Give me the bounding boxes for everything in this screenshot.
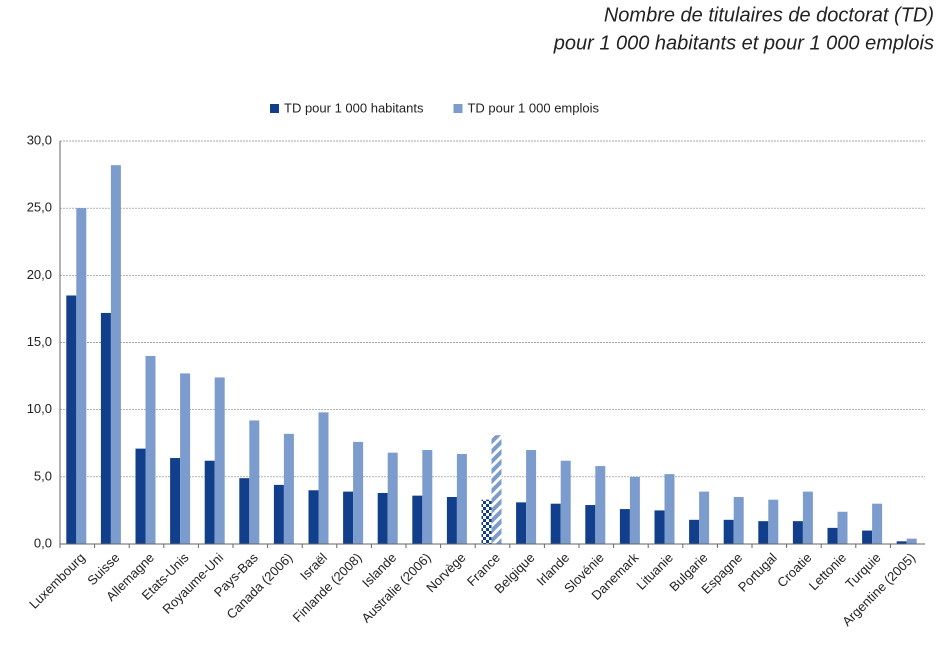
bar <box>249 420 260 544</box>
y-tick-label: 20,0 <box>27 267 52 282</box>
bar <box>733 496 744 544</box>
bar <box>768 499 779 544</box>
y-tick-label: 5,0 <box>34 468 52 483</box>
bar <box>214 377 225 544</box>
bar <box>170 458 181 544</box>
bar <box>862 530 873 544</box>
bar <box>827 527 838 544</box>
x-tick-label: Luxembourg <box>26 550 88 612</box>
bar <box>550 503 561 544</box>
bar <box>100 312 111 544</box>
x-tick-label: Portugal <box>735 550 780 595</box>
bar <box>664 474 675 544</box>
bar <box>699 491 710 544</box>
bar <box>283 433 294 544</box>
bar <box>422 449 433 544</box>
bar <box>66 295 77 544</box>
chart-title: Nombre de titulaires de doctorat (TD) <box>604 4 934 26</box>
chart-title: pour 1 000 habitants et pour 1 000 emplo… <box>553 32 934 54</box>
bar <box>629 476 640 544</box>
bar <box>387 452 398 544</box>
bar <box>491 435 502 544</box>
bar <box>110 165 121 544</box>
y-tick-label: 10,0 <box>27 401 52 416</box>
bar <box>343 491 354 544</box>
bar <box>135 448 146 544</box>
bar <box>723 519 734 544</box>
bar <box>273 484 284 544</box>
bar <box>76 208 87 544</box>
bar <box>516 502 527 544</box>
bar <box>654 510 665 544</box>
bar <box>906 538 917 544</box>
bar <box>377 492 388 544</box>
y-tick-label: 0,0 <box>34 535 52 550</box>
bar <box>560 460 571 544</box>
y-tick-label: 30,0 <box>27 132 52 147</box>
bar <box>802 491 813 544</box>
bar <box>585 505 596 544</box>
bar <box>456 453 467 544</box>
legend-swatch <box>453 104 463 113</box>
bar <box>145 355 156 544</box>
bar <box>318 412 329 544</box>
bar <box>619 509 630 544</box>
bar <box>204 460 215 544</box>
bar <box>239 478 250 544</box>
legend-label: TD pour 1 000 habitants <box>284 100 424 115</box>
bar <box>595 466 606 544</box>
bar <box>353 441 364 544</box>
bar <box>526 449 537 544</box>
bar <box>180 373 191 544</box>
bar <box>689 519 700 544</box>
bar <box>308 490 319 544</box>
y-tick-label: 25,0 <box>27 200 52 215</box>
x-tick-label: Lettonie <box>806 550 849 593</box>
y-tick-label: 15,0 <box>27 334 52 349</box>
bar <box>837 511 848 544</box>
bar <box>758 521 769 544</box>
bar <box>896 541 907 544</box>
bar <box>481 499 492 544</box>
bar <box>872 503 883 544</box>
legend-label: TD pour 1 000 emplois <box>467 100 599 115</box>
bar <box>446 496 457 544</box>
legend-swatch <box>270 104 279 113</box>
bar <box>792 521 803 544</box>
bar <box>412 495 423 544</box>
